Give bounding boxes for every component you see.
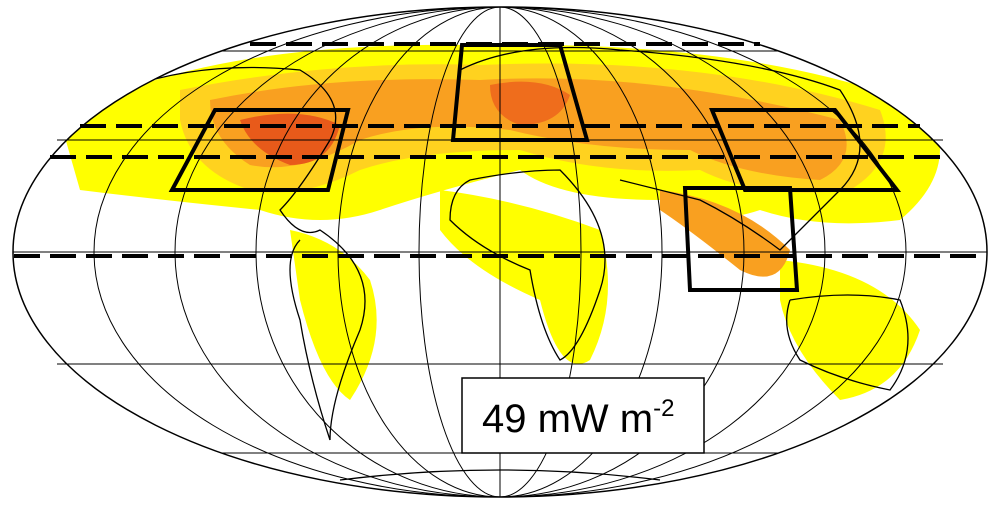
flux-label: 49 mW m-2 <box>482 395 674 441</box>
label-box <box>461 377 705 454</box>
label-exponent: -2 <box>653 395 674 422</box>
region-boxes <box>168 43 902 292</box>
label-text: 49 mW m <box>482 397 653 441</box>
